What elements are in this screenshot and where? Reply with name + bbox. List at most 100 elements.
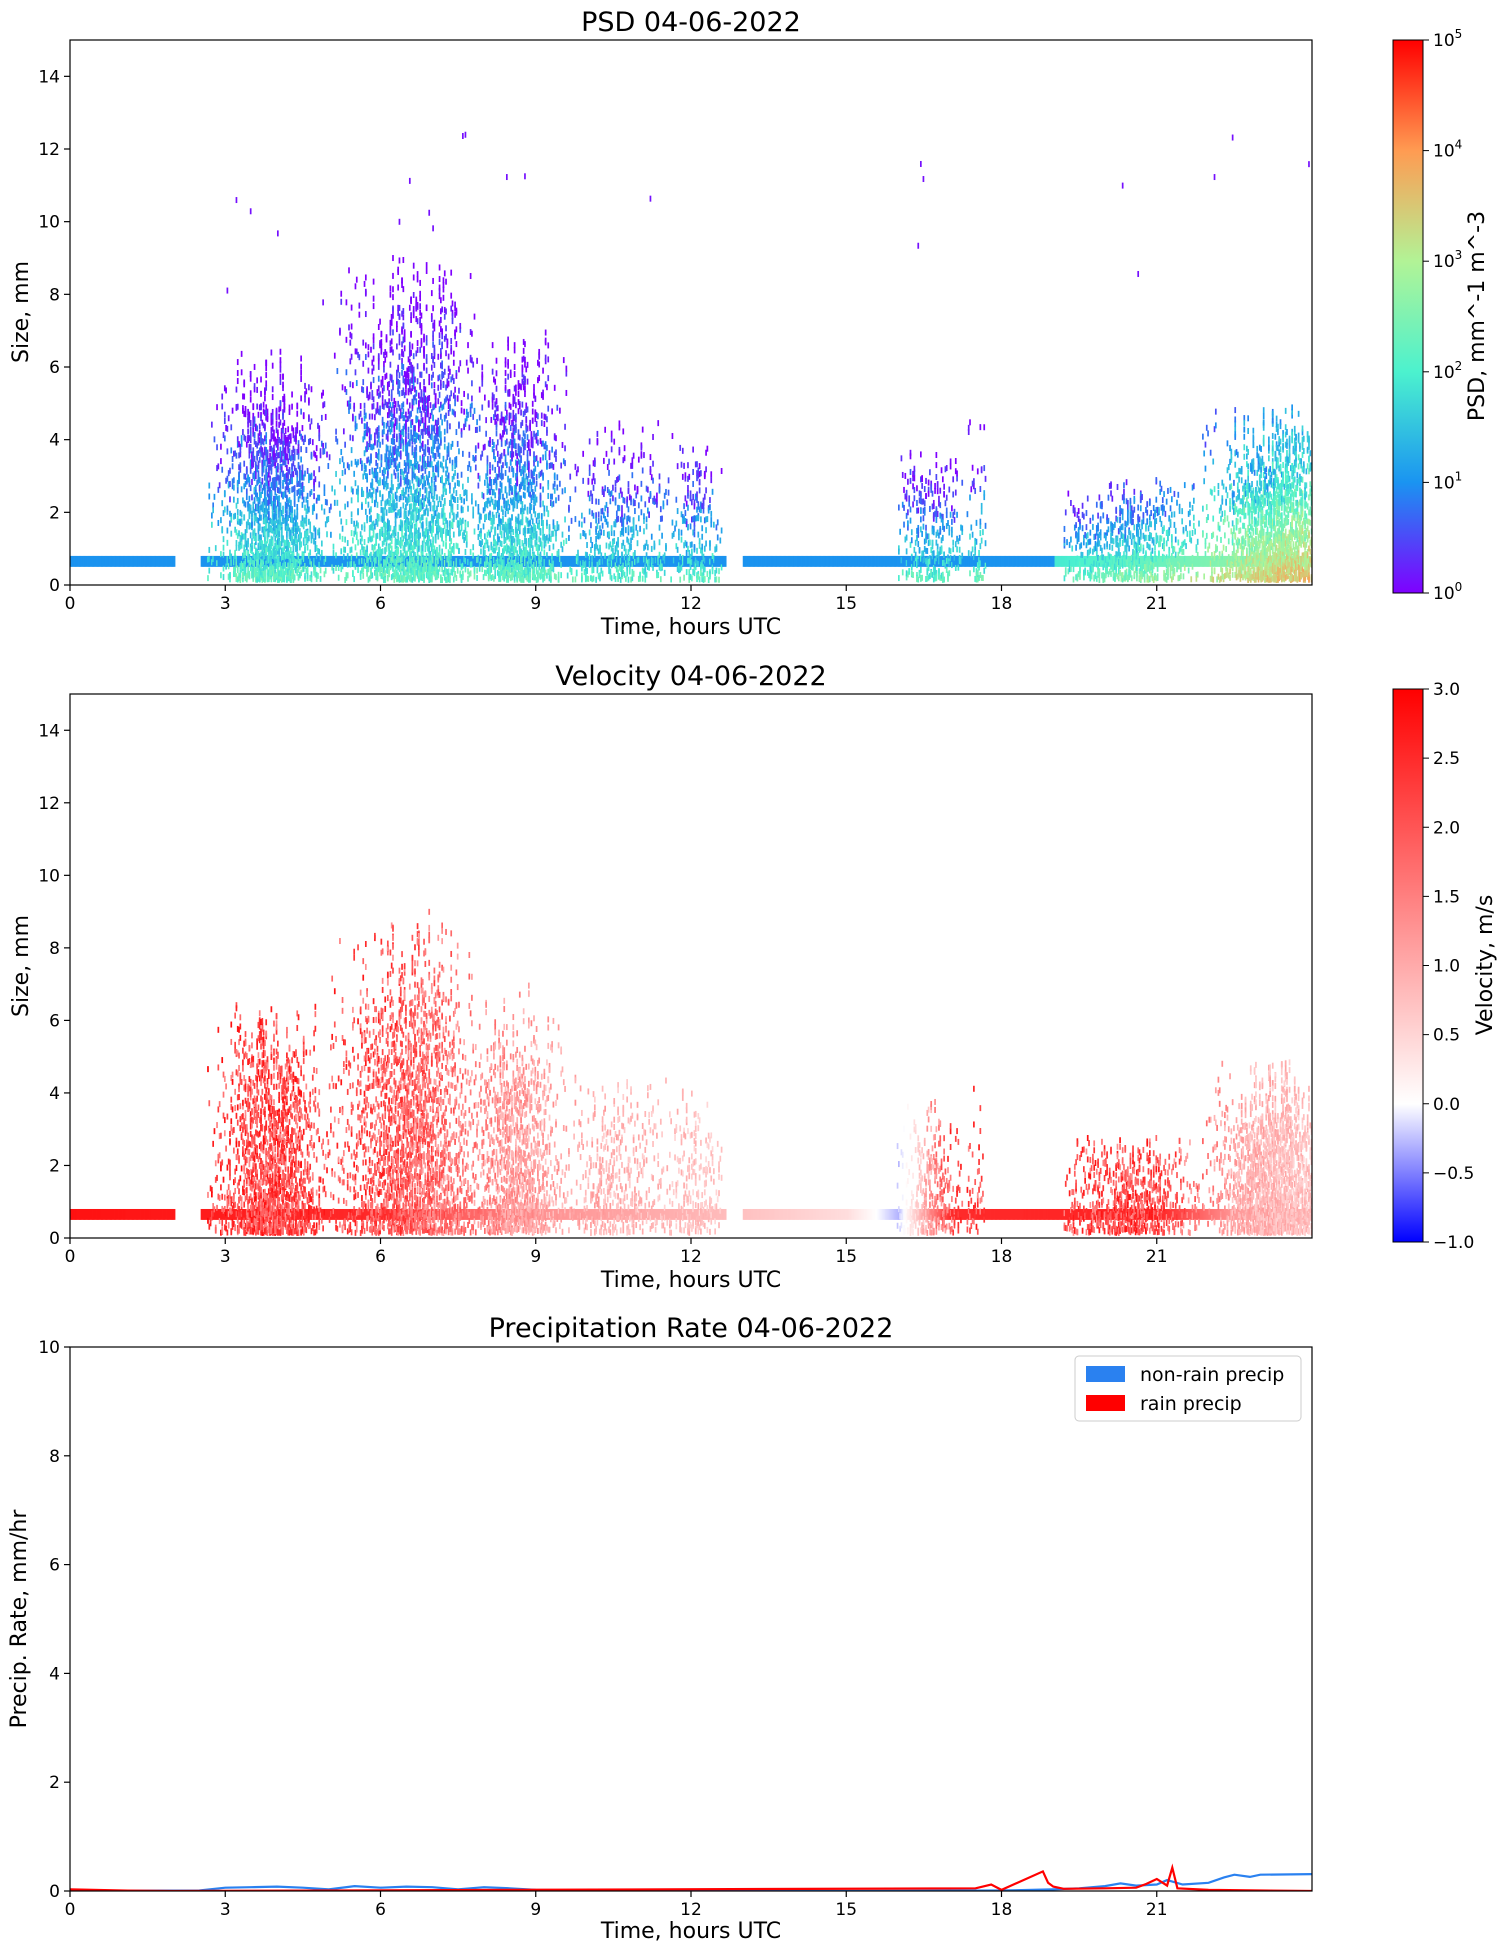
psd-cell xyxy=(418,480,420,487)
psd-cell xyxy=(419,490,422,497)
psd-cell xyxy=(383,512,385,519)
psd-cell xyxy=(443,428,446,435)
psd-cell xyxy=(354,348,357,355)
psd-cell xyxy=(412,425,415,432)
psd-cell xyxy=(463,529,465,536)
psd-cell xyxy=(287,482,290,489)
psd-cell xyxy=(383,517,385,524)
psd-cell xyxy=(217,486,220,493)
psd-cell xyxy=(414,566,416,573)
psd-cell xyxy=(410,528,412,535)
psd-cell xyxy=(240,440,243,447)
psd-cell xyxy=(277,452,279,459)
psd-cell xyxy=(234,553,236,560)
psd-cell xyxy=(465,555,468,567)
psd-cell xyxy=(340,548,343,555)
psd-cell xyxy=(222,544,225,551)
psd-cell xyxy=(274,503,277,510)
psd-cell xyxy=(442,506,445,513)
psd-cell xyxy=(244,435,247,442)
psd-cell xyxy=(248,495,251,502)
psd-cell xyxy=(286,531,288,538)
psd-cell xyxy=(227,415,230,422)
psd-cell xyxy=(424,422,427,429)
psd-cell xyxy=(419,532,422,539)
psd-cell xyxy=(247,428,249,435)
psd-cell xyxy=(280,466,283,473)
psd-cell xyxy=(385,372,388,379)
psd-cell xyxy=(415,562,418,569)
psd-cell xyxy=(234,555,237,567)
psd-cell xyxy=(269,490,271,497)
psd-cell xyxy=(279,524,282,531)
psd-cell xyxy=(335,428,337,435)
psd-cell xyxy=(362,490,365,497)
psd-cell xyxy=(298,476,301,483)
psd-cell xyxy=(441,548,443,555)
psd-cell xyxy=(310,561,313,568)
psd-cell xyxy=(455,560,458,567)
psd-cell xyxy=(412,560,415,567)
psd-cell xyxy=(308,414,310,421)
psd-cell xyxy=(247,565,249,572)
psd-cell xyxy=(258,498,261,505)
psd-cell xyxy=(367,576,370,583)
psd-cell xyxy=(421,530,424,537)
psd-cell xyxy=(421,483,424,490)
psd-cell xyxy=(393,432,396,439)
psd-cell xyxy=(460,505,463,512)
psd-cell xyxy=(421,514,424,521)
psd-cell xyxy=(401,328,403,335)
psd-cell xyxy=(415,436,418,443)
psd-cell xyxy=(385,444,388,451)
psd-cell xyxy=(390,560,393,567)
psd-cell xyxy=(402,563,405,570)
psd-cell xyxy=(425,267,428,274)
psd-cell xyxy=(133,555,136,567)
psd-cell xyxy=(282,517,284,524)
psd-cell xyxy=(380,572,383,579)
psd-cell xyxy=(486,488,489,495)
psd-cell xyxy=(279,555,282,567)
psd-cell xyxy=(399,412,402,419)
psd-cell xyxy=(495,398,498,405)
psd-cell xyxy=(269,570,271,577)
psd-cell xyxy=(451,408,454,415)
psd-cell xyxy=(389,325,392,332)
psd-cell xyxy=(384,373,387,380)
psd-cell xyxy=(251,518,253,525)
psd-cell xyxy=(374,472,376,479)
psd-cell xyxy=(355,461,358,468)
psd-cell xyxy=(324,442,327,449)
psd-cell xyxy=(465,495,468,502)
psd-cell xyxy=(253,416,256,423)
psd-cell xyxy=(326,555,329,567)
psd-cell xyxy=(284,513,287,520)
psd-cell xyxy=(458,555,461,567)
psd-cell xyxy=(159,555,162,567)
psd-cell xyxy=(384,503,387,510)
psd-cell xyxy=(425,563,428,570)
psd-cell xyxy=(293,500,296,507)
psd-cell xyxy=(427,545,429,552)
psd-cell xyxy=(389,506,392,513)
psd-cell xyxy=(405,465,407,472)
psd-cell xyxy=(421,460,424,467)
psd-cell xyxy=(425,555,428,567)
psd-cell xyxy=(216,404,218,411)
psd-cell xyxy=(406,442,409,449)
psd-cell xyxy=(275,556,278,563)
psd-cell xyxy=(262,498,265,505)
psd-cell xyxy=(257,535,260,542)
psd-cell xyxy=(271,386,274,393)
psd-cell xyxy=(93,555,96,567)
psd-cell xyxy=(306,530,309,537)
psd-cell xyxy=(310,576,313,583)
psd-cell xyxy=(265,359,268,366)
psd-cell xyxy=(381,429,384,436)
psd-cell xyxy=(277,548,279,555)
psd-cell xyxy=(489,567,491,574)
psd-cell xyxy=(433,555,436,567)
psd-cell xyxy=(247,501,249,508)
psd-cell xyxy=(287,447,290,454)
